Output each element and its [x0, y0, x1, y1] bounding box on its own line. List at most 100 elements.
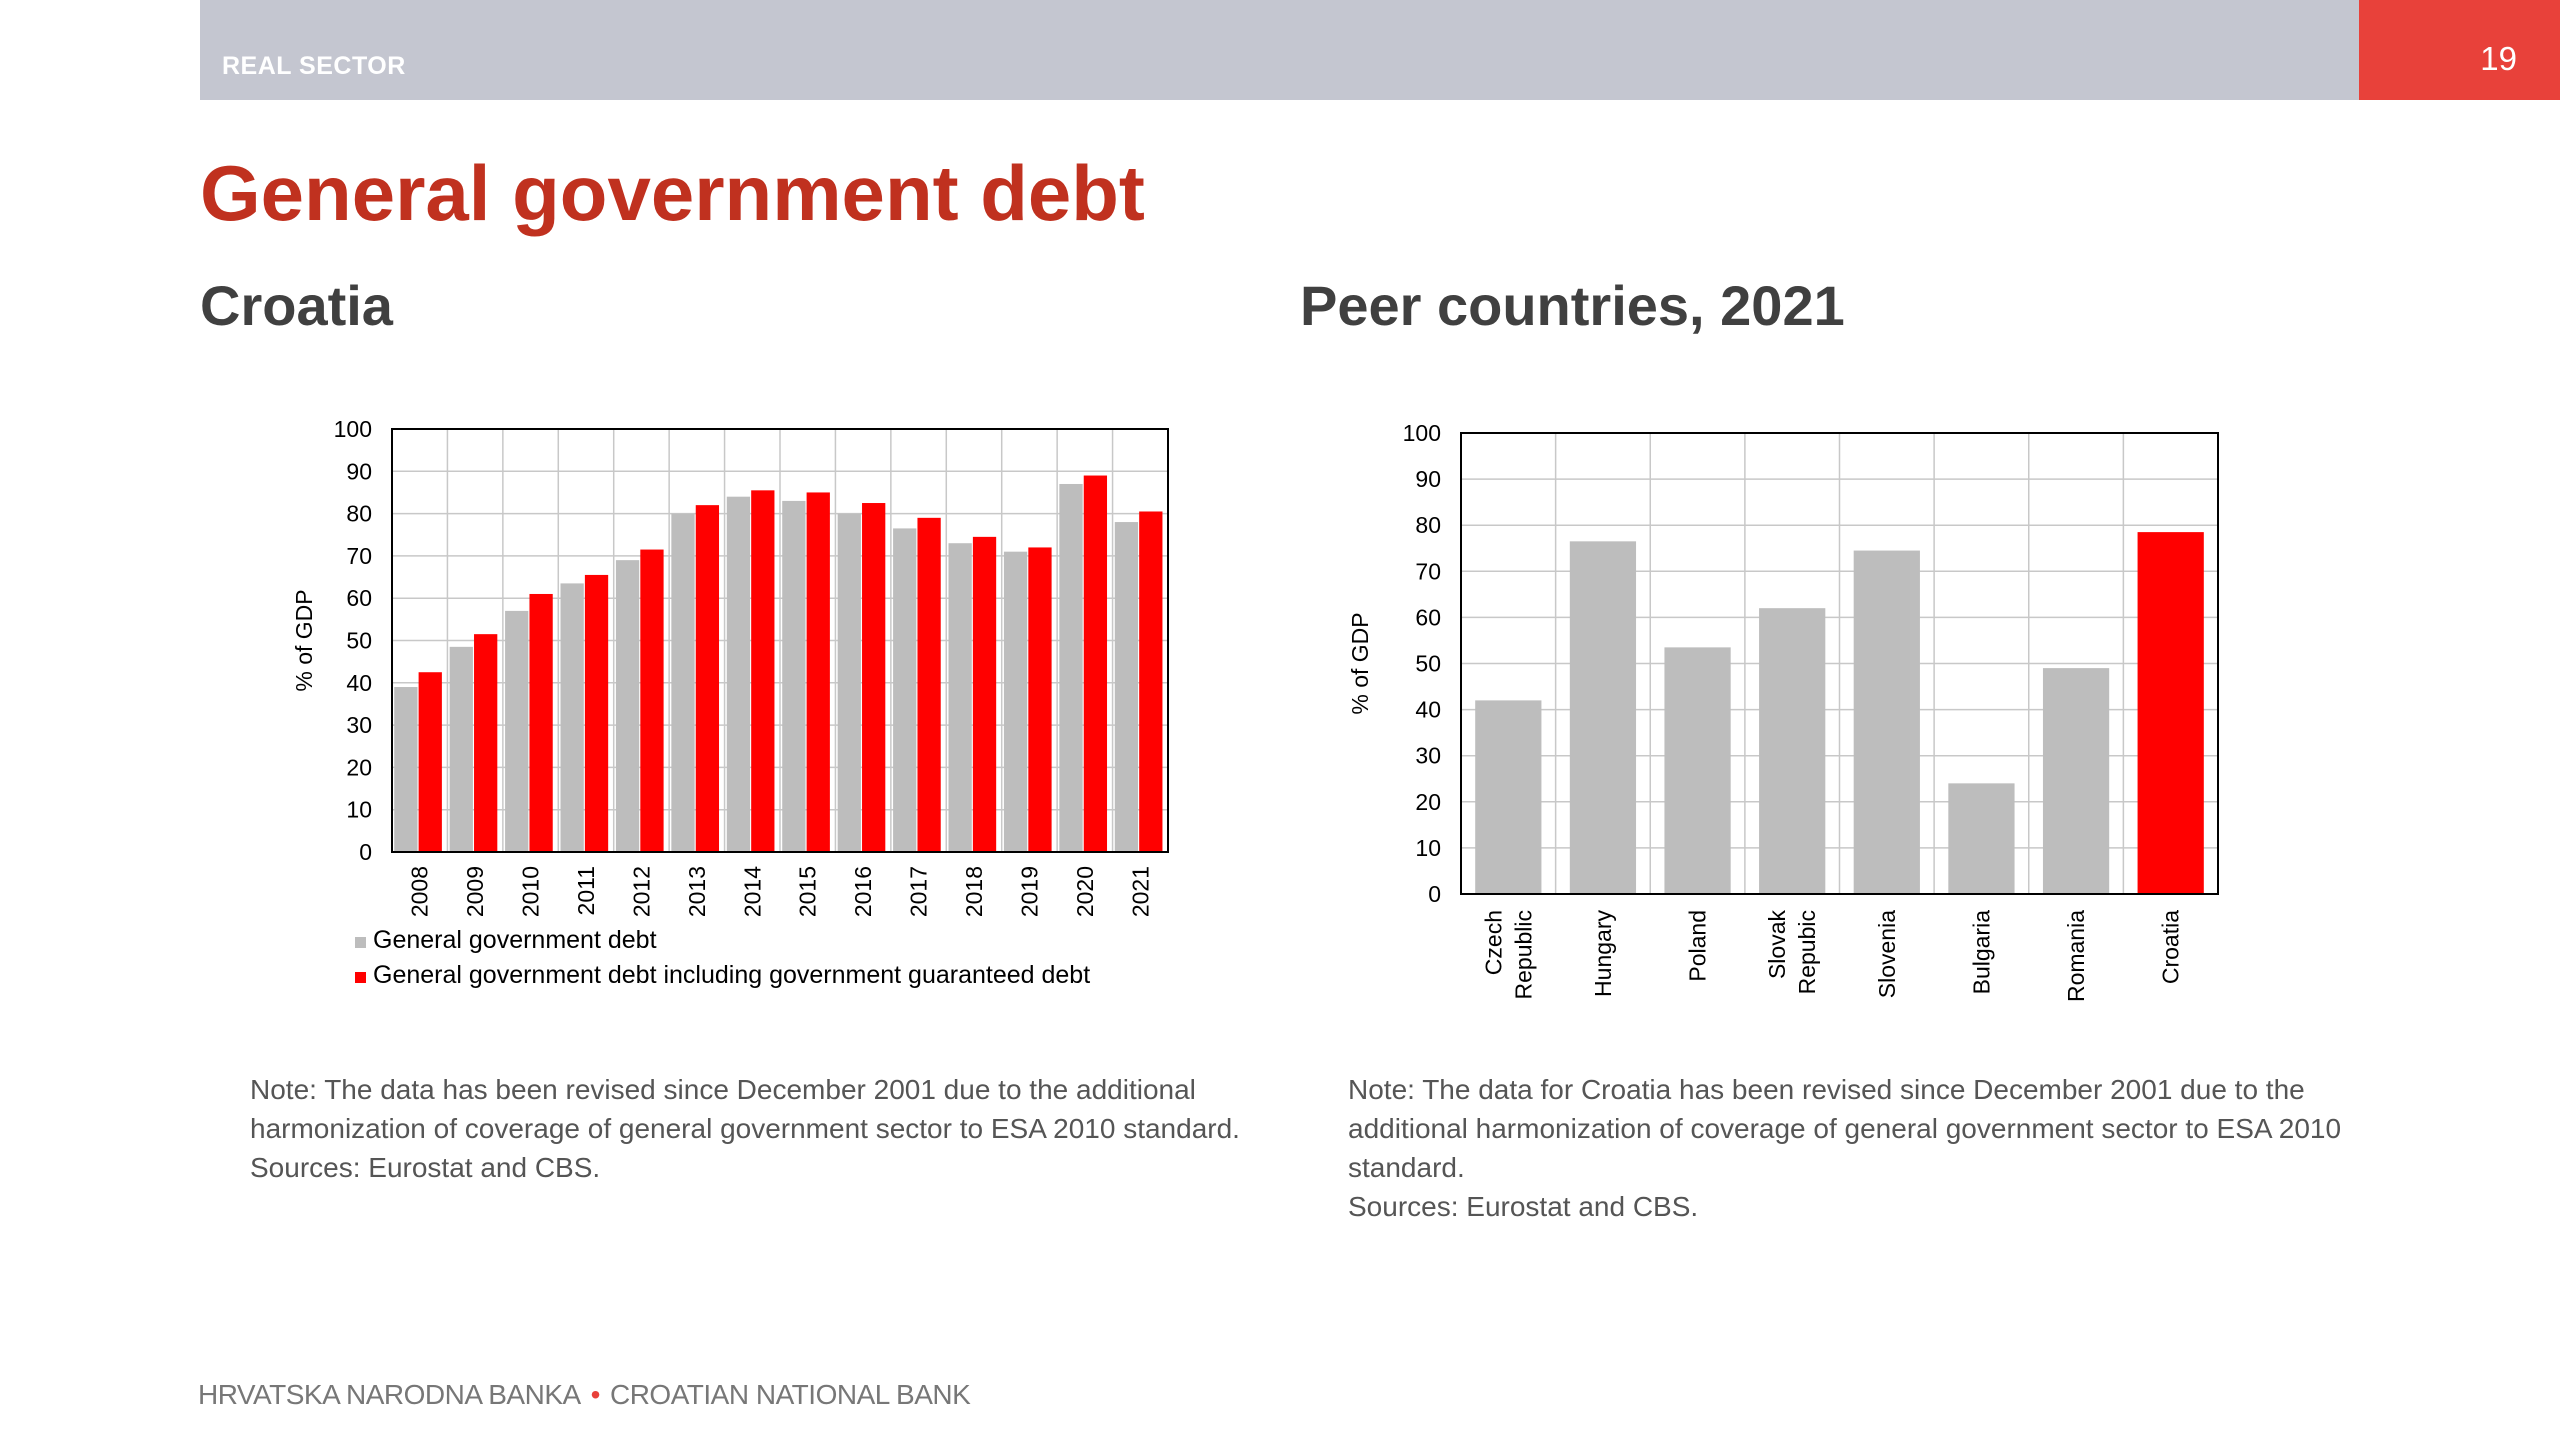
- x-tick-label: 2019: [1016, 866, 1042, 917]
- x-tick-label: 2014: [739, 866, 765, 917]
- bar-debt: [615, 560, 640, 852]
- x-tick-label: Bulgaria: [1968, 910, 1994, 995]
- bar-debt: [726, 496, 751, 852]
- x-tick-label: Slovak: [1764, 910, 1790, 980]
- bar-country: [1853, 550, 1920, 894]
- section-label: REAL SECTOR: [222, 52, 406, 80]
- x-tick-label: Repubic: [1794, 910, 1820, 994]
- y-tick-label: 80: [1415, 512, 1441, 538]
- y-tick-label: 40: [1415, 697, 1441, 723]
- legend-swatch: [355, 972, 366, 983]
- bar-debt: [560, 583, 584, 852]
- plot-frame: [391, 428, 1169, 853]
- y-tick-label: 70: [346, 543, 372, 569]
- bar-debt-incl-guarantees: [640, 549, 664, 852]
- x-tick-label: 2009: [462, 866, 488, 917]
- footer: HRVATSKA NARODNA BANKA • CROATIAN NATIONAL…: [198, 1379, 971, 1411]
- bar-debt: [671, 513, 695, 852]
- y-tick-label: 0: [359, 839, 372, 865]
- bar-country: [1759, 608, 1826, 894]
- bar-country: [1664, 647, 1731, 894]
- y-tick-label: 70: [1415, 558, 1441, 584]
- left-subtitle: Croatia: [200, 274, 393, 337]
- y-tick-label: 50: [1415, 651, 1441, 677]
- footer-left: HRVATSKA NARODNA BANKA: [198, 1379, 581, 1410]
- bar-debt-incl-guarantees: [529, 593, 553, 852]
- page-title: General government debt: [200, 149, 1145, 237]
- bar-country: [1569, 541, 1637, 894]
- y-tick-label: 90: [1415, 466, 1441, 492]
- croatia-debt-chart: 0 10 20 30 40 50 60 70 80 90 100 % of GDP 2008 2009 20…: [291, 416, 1169, 989]
- plot-frame: [1460, 432, 2219, 895]
- y-tick-label: 60: [1415, 604, 1441, 630]
- y-axis-label: % of GDP: [1347, 612, 1373, 714]
- x-tick-label: 2018: [961, 866, 987, 917]
- y-tick-label: 90: [346, 458, 372, 484]
- x-tick-label: 2021: [1127, 866, 1153, 917]
- bar-debt-incl-guarantees: [862, 503, 886, 852]
- y-tick-label: 80: [346, 501, 372, 527]
- x-tick-label: 2015: [795, 866, 821, 917]
- bar-debt-incl-guarantees: [751, 490, 775, 852]
- bar-debt-incl-guarantees: [1139, 511, 1163, 852]
- bar-country: [1948, 783, 2015, 894]
- bar-debt: [1003, 551, 1028, 852]
- y-tick-label: 60: [346, 585, 372, 611]
- bar-debt-incl-guarantees: [418, 672, 442, 852]
- legend-label: General government debt: [373, 926, 657, 954]
- y-tick-label: 100: [334, 416, 372, 442]
- x-tick-label: 2020: [1072, 866, 1098, 917]
- x-tick-label: 2008: [407, 866, 433, 917]
- bar-debt-incl-guarantees: [917, 517, 941, 852]
- bar-debt: [782, 500, 806, 852]
- right-note-block: Note: The data for Croatia has been revi…: [1348, 1070, 2348, 1226]
- x-tick-label: 2012: [628, 866, 654, 917]
- bar-debt: [505, 610, 529, 852]
- bar-debt-incl-guarantees: [695, 505, 720, 852]
- legend-label: General government debt including govern…: [373, 961, 1090, 989]
- footer-dot: •: [590, 1379, 601, 1410]
- bar-debt-incl-guarantees: [972, 536, 997, 852]
- x-tick-label: Hungary: [1590, 910, 1616, 997]
- bar-debt: [394, 687, 418, 852]
- bar-country: [1475, 700, 1542, 894]
- right-note: Note: The data for Croatia has been revi…: [1348, 1074, 2342, 1183]
- x-tick-label: 2013: [684, 866, 710, 917]
- x-tick-label: Poland: [1685, 910, 1711, 982]
- y-tick-label: 20: [1415, 789, 1441, 815]
- y-tick-label: 40: [346, 670, 372, 696]
- y-tick-label: 30: [1415, 743, 1441, 769]
- x-tick-label: Croatia: [2158, 910, 2184, 984]
- bar-debt-incl-guarantees: [474, 634, 498, 852]
- x-tick-label: Slovenia: [1874, 910, 1900, 998]
- right-sources: Sources: Eurostat and CBS.: [1348, 1191, 1699, 1222]
- page-number-box: 19: [2359, 0, 2560, 100]
- x-tick-label: 2011: [573, 866, 599, 915]
- bar-debt: [893, 528, 917, 852]
- x-tick-label: Republic: [1510, 910, 1536, 1000]
- page-number: 19: [2480, 40, 2517, 77]
- y-axis-label: % of GDP: [291, 589, 317, 691]
- x-tick-label: 2010: [518, 866, 544, 917]
- bar-debt: [1059, 483, 1083, 852]
- x-tick-label: Czech: [1480, 910, 1506, 975]
- bar-debt: [948, 543, 972, 852]
- y-tick-label: 30: [346, 712, 372, 738]
- left-sources: Sources: Eurostat and CBS.: [250, 1152, 601, 1183]
- y-tick-label: 0: [1428, 881, 1441, 907]
- bar-country: [2042, 668, 2110, 894]
- bar-debt: [1114, 522, 1139, 852]
- header-bar: [200, 0, 2360, 100]
- bar-debt-incl-guarantees: [1083, 475, 1108, 852]
- x-tick-label: 2016: [850, 866, 876, 917]
- left-note: Note: The data has been revised since De…: [250, 1074, 1240, 1144]
- x-tick-label: Romania: [2063, 910, 2089, 1002]
- bar-country: [2137, 532, 2204, 894]
- x-tick-label: 2017: [906, 866, 932, 917]
- right-subtitle: Peer countries, 2021: [1300, 274, 1845, 337]
- y-tick-label: 20: [346, 754, 372, 780]
- y-tick-label: 10: [346, 797, 372, 823]
- bar-debt-incl-guarantees: [584, 574, 609, 852]
